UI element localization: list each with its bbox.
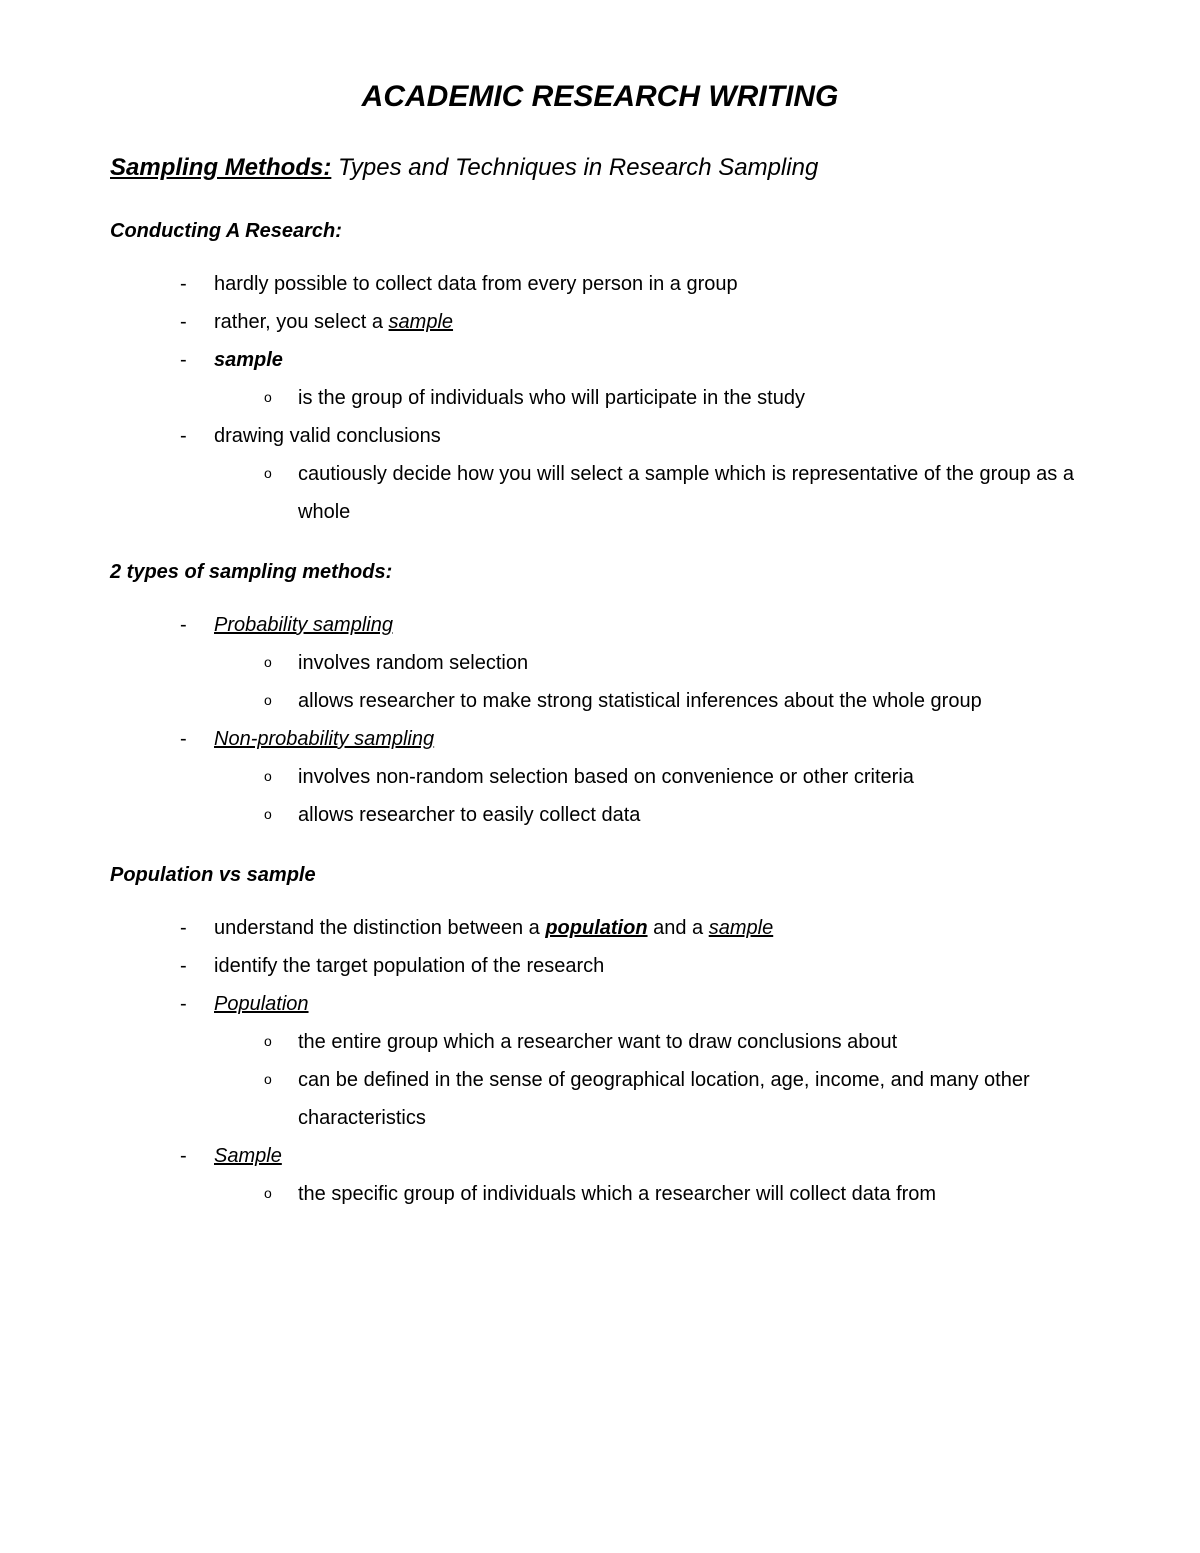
list-item: Non-probability sampling involves non-ran… bbox=[180, 720, 1090, 834]
list-item: rather, you select a sample bbox=[180, 303, 1090, 341]
list-item: hardly possible to collect data from eve… bbox=[180, 265, 1090, 303]
page-subtitle: Sampling Methods: Types and Techniques i… bbox=[110, 154, 1090, 182]
list-item: understand the distinction between a pop… bbox=[180, 909, 1090, 947]
term: Non-probability sampling bbox=[214, 728, 434, 750]
sub-list-item: involves non-random selection based on c… bbox=[264, 758, 1090, 796]
list-item: Sample the specific group of individuals … bbox=[180, 1137, 1090, 1213]
text-segment: and a bbox=[648, 917, 709, 939]
text-segment: population bbox=[545, 917, 647, 939]
bullet-list: understand the distinction between a pop… bbox=[110, 909, 1090, 1213]
list-item: Probability sampling involves random sele… bbox=[180, 606, 1090, 720]
sub-list-item: is the group of individuals who will par… bbox=[264, 379, 1090, 417]
sub-list: cautiously decide how you will select a … bbox=[214, 455, 1090, 531]
term: sample bbox=[389, 311, 453, 333]
sub-list-item: the entire group which a researcher want… bbox=[264, 1023, 1090, 1061]
list-item: Population the entire group which a resea… bbox=[180, 985, 1090, 1137]
sub-list-item: can be defined in the sense of geographi… bbox=[264, 1061, 1090, 1137]
list-item: identify the target population of the re… bbox=[180, 947, 1090, 985]
sub-list-item: allows researcher to make strong statist… bbox=[264, 682, 1090, 720]
term: Probability sampling bbox=[214, 614, 393, 636]
section-heading: Population vs sample bbox=[110, 864, 1090, 887]
text-segment: sample bbox=[709, 917, 773, 939]
term: Sample bbox=[214, 1145, 282, 1167]
sub-list-item: the specific group of individuals which … bbox=[264, 1175, 1090, 1213]
text-segment: rather, you select a bbox=[214, 311, 389, 333]
list-item: drawing valid conclusions cautiously deci… bbox=[180, 417, 1090, 531]
text-segment: drawing valid conclusions bbox=[214, 425, 441, 447]
term: Population bbox=[214, 993, 309, 1015]
sub-list: the specific group of individuals which … bbox=[214, 1175, 1090, 1213]
term: sample bbox=[214, 349, 283, 371]
sub-list: the entire group which a researcher want… bbox=[214, 1023, 1090, 1137]
section-heading: Conducting A Research: bbox=[110, 220, 1090, 243]
text-segment: identify the target population of the re… bbox=[214, 955, 604, 977]
sub-list: is the group of individuals who will par… bbox=[214, 379, 1090, 417]
sub-list: involves random selectionallows research… bbox=[214, 644, 1090, 720]
text-segment: hardly possible to collect data from eve… bbox=[214, 273, 738, 295]
section-heading: 2 types of sampling methods: bbox=[110, 561, 1090, 584]
sub-list-item: involves random selection bbox=[264, 644, 1090, 682]
subtitle-label: Sampling Methods: bbox=[110, 154, 331, 181]
list-item: sample is the group of individuals who wi… bbox=[180, 341, 1090, 417]
sub-list-item: allows researcher to easily collect data bbox=[264, 796, 1090, 834]
subtitle-rest: Types and Techniques in Research Samplin… bbox=[331, 154, 818, 181]
bullet-list: Probability sampling involves random sele… bbox=[110, 606, 1090, 834]
page-title: ACADEMIC RESEARCH WRITING bbox=[110, 80, 1090, 114]
text-segment: understand the distinction between a bbox=[214, 917, 545, 939]
sub-list-item: cautiously decide how you will select a … bbox=[264, 455, 1090, 531]
bullet-list: hardly possible to collect data from eve… bbox=[110, 265, 1090, 531]
sub-list: involves non-random selection based on c… bbox=[214, 758, 1090, 834]
